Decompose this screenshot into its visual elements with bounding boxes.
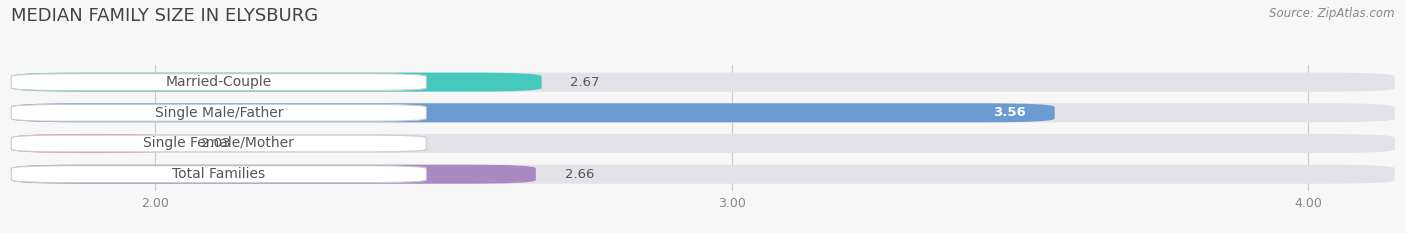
- FancyBboxPatch shape: [11, 135, 426, 152]
- Text: Total Families: Total Families: [172, 167, 266, 181]
- Text: Single Female/Mother: Single Female/Mother: [143, 137, 294, 151]
- FancyBboxPatch shape: [11, 74, 426, 90]
- Text: 2.67: 2.67: [571, 76, 600, 89]
- FancyBboxPatch shape: [11, 103, 1054, 122]
- FancyBboxPatch shape: [11, 73, 541, 92]
- FancyBboxPatch shape: [11, 73, 1395, 92]
- Text: Source: ZipAtlas.com: Source: ZipAtlas.com: [1270, 7, 1395, 20]
- Text: 2.03: 2.03: [201, 137, 231, 150]
- FancyBboxPatch shape: [11, 134, 1395, 153]
- Text: Married-Couple: Married-Couple: [166, 75, 271, 89]
- Text: 3.56: 3.56: [993, 106, 1026, 119]
- Text: Single Male/Father: Single Male/Father: [155, 106, 283, 120]
- FancyBboxPatch shape: [11, 166, 426, 182]
- Text: 2.66: 2.66: [565, 168, 593, 181]
- FancyBboxPatch shape: [11, 165, 1395, 184]
- FancyBboxPatch shape: [11, 104, 426, 121]
- FancyBboxPatch shape: [11, 165, 536, 184]
- FancyBboxPatch shape: [11, 103, 1395, 122]
- FancyBboxPatch shape: [11, 134, 173, 153]
- Text: MEDIAN FAMILY SIZE IN ELYSBURG: MEDIAN FAMILY SIZE IN ELYSBURG: [11, 7, 318, 25]
